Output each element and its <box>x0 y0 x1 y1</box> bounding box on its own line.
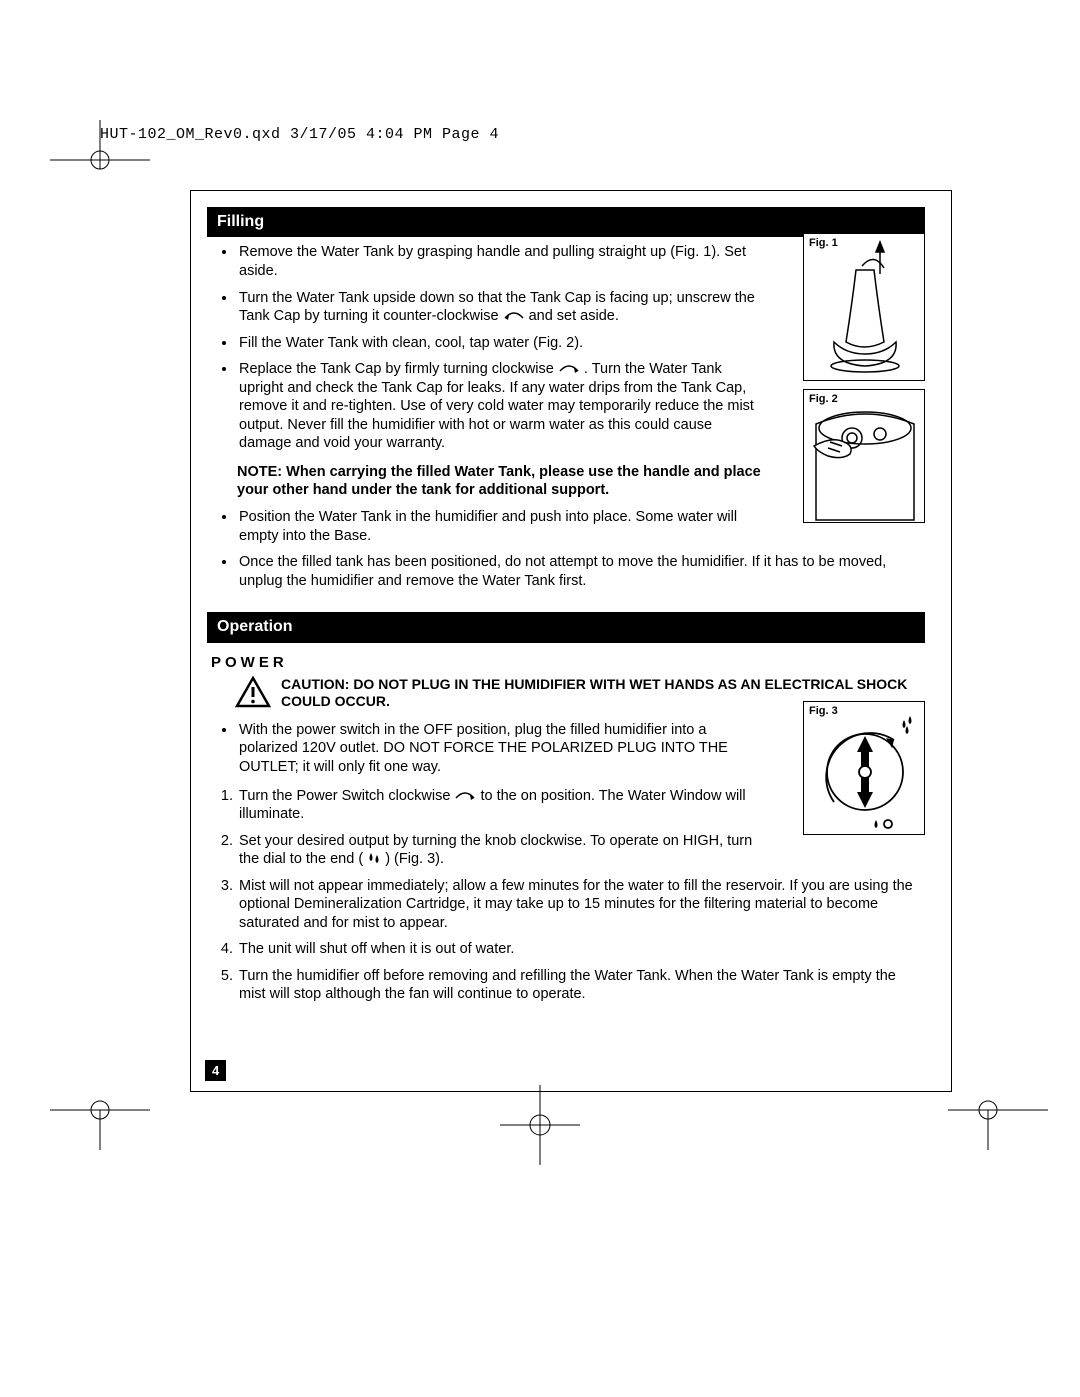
op-step-5: Turn the humidifier off before removing … <box>237 967 925 1004</box>
page-content: Filling Remove the Water Tank by graspin… <box>191 191 951 1030</box>
power-heading: POWER <box>211 653 925 672</box>
op-step-2: Set your desired output by turning the k… <box>237 832 925 869</box>
page-number: 4 <box>205 1060 226 1081</box>
section-operation-title: Operation <box>207 612 925 642</box>
fig2-drawing <box>804 390 926 524</box>
crop-mark-bottom-right <box>948 1070 1048 1150</box>
figure-3: Fig. 3 <box>803 701 925 835</box>
crop-mark-bottom-left <box>50 1070 150 1150</box>
fig3-drawing <box>804 702 926 836</box>
fig2-label: Fig. 2 <box>809 392 838 406</box>
fig1-drawing <box>804 234 926 382</box>
page-frame: Filling Remove the Water Tank by graspin… <box>190 190 952 1092</box>
crop-mark-top-left <box>50 120 150 200</box>
figure-1: Fig. 1 <box>803 233 925 381</box>
figure-2: Fig. 2 <box>803 389 925 523</box>
filling-item2-1: Once the filled tank has been positioned… <box>237 553 925 590</box>
fig3-label: Fig. 3 <box>809 704 838 718</box>
print-header: HUT-102_OM_Rev0.qxd 3/17/05 4:04 PM Page… <box>100 126 499 143</box>
crop-mark-bottom-center <box>500 1085 580 1165</box>
op-step-3: Mist will not appear immediately; allow … <box>237 877 925 933</box>
fig1-label: Fig. 1 <box>809 236 838 250</box>
caution-icon <box>235 676 271 708</box>
op-step-4: The unit will shut off when it is out of… <box>237 940 925 959</box>
